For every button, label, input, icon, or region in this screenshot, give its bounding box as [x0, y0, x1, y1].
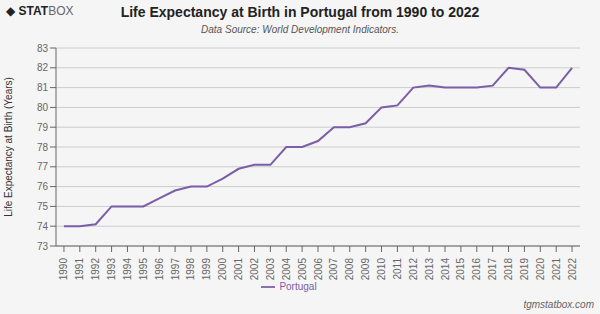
svg-text:2019: 2019 [519, 258, 530, 281]
svg-text:2005: 2005 [297, 258, 308, 281]
html-text:Data Source: World Development: Data Source: World Development Indicator… [201, 24, 399, 35]
svg-text:2006: 2006 [313, 258, 324, 281]
svg-text:2012: 2012 [408, 258, 419, 281]
svg-text:1999: 1999 [201, 258, 212, 281]
svg-text:2013: 2013 [424, 258, 435, 281]
html-text:Life Expectancy at Birth in Po: Life Expectancy at Birth in Portugal fro… [120, 4, 480, 20]
svg-text:1991: 1991 [74, 258, 85, 281]
svg-text:1996: 1996 [154, 258, 165, 281]
svg-text:1993: 1993 [106, 258, 117, 281]
svg-text:75: 75 [37, 201, 49, 212]
svg-text:2017: 2017 [487, 258, 498, 281]
svg-text:1997: 1997 [170, 258, 181, 281]
svg-text:1995: 1995 [138, 258, 149, 281]
svg-text:2001: 2001 [233, 258, 244, 281]
svg-text:2022: 2022 [567, 258, 578, 281]
html-text:◆ STAT BOX: ◆ STAT BOX [6, 4, 74, 18]
svg-text:2016: 2016 [471, 258, 482, 281]
svg-text:2018: 2018 [503, 258, 514, 281]
svg-text:73: 73 [37, 241, 49, 252]
svg-text:1994: 1994 [122, 258, 133, 281]
svg-text:77: 77 [37, 161, 49, 172]
svg-text:82: 82 [37, 62, 49, 73]
svg-text:2021: 2021 [551, 258, 562, 281]
svg-text:2011: 2011 [392, 258, 403, 280]
svg-text:2004: 2004 [281, 258, 292, 281]
svg-text:81: 81 [37, 82, 49, 93]
svg-text:1998: 1998 [185, 258, 196, 281]
svg-text:2002: 2002 [249, 258, 260, 281]
svg-text:2020: 2020 [535, 258, 546, 281]
svg-text:76: 76 [37, 181, 49, 192]
svg-text:83: 83 [37, 43, 49, 54]
svg-text:74: 74 [37, 221, 49, 232]
html-text:Portugal: Portugal [279, 280, 317, 292]
svg-text:80: 80 [37, 102, 49, 113]
svg-text:2000: 2000 [217, 258, 228, 281]
html-text:tgmstatbox.com: tgmstatbox.com [523, 299, 594, 310]
svg-text:2007: 2007 [328, 258, 339, 281]
svg-text:1992: 1992 [90, 258, 101, 281]
svg-text:2008: 2008 [344, 258, 355, 281]
svg-text:2010: 2010 [376, 258, 387, 281]
svg-text:79: 79 [37, 122, 49, 133]
svg-text:78: 78 [37, 142, 49, 153]
svg-text:2009: 2009 [360, 258, 371, 281]
svg-text:Life Expectancy at Birth (Year: Life Expectancy at Birth (Years) [8, 77, 14, 217]
svg-text:2014: 2014 [440, 258, 451, 281]
svg-text:1990: 1990 [58, 258, 69, 281]
svg-text:2015: 2015 [455, 258, 466, 281]
svg-text:2003: 2003 [265, 258, 276, 281]
